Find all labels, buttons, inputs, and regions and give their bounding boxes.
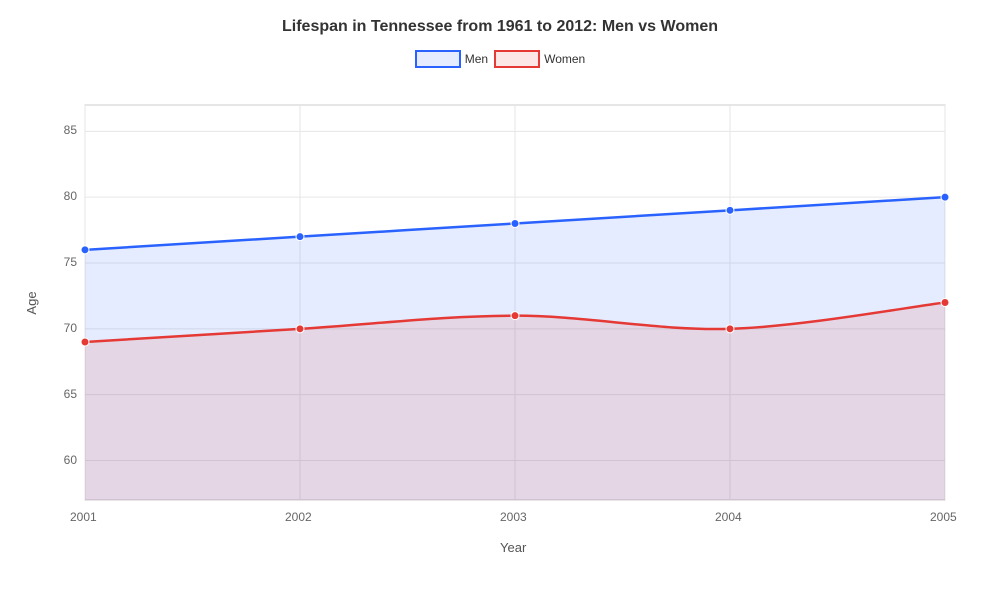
y-tick-label: 65 <box>64 387 77 401</box>
y-tick-label: 85 <box>64 123 77 137</box>
legend-item-women: Women <box>494 50 585 68</box>
x-tick-label: 2005 <box>930 510 957 524</box>
legend-swatch-men <box>415 50 461 68</box>
legend-label-women: Women <box>544 52 585 66</box>
y-tick-label: 60 <box>64 453 77 467</box>
chart-container: Lifespan in Tennessee from 1961 to 2012:… <box>0 0 1000 600</box>
legend-item-men: Men <box>415 50 488 68</box>
x-axis-label: Year <box>500 540 526 555</box>
y-tick-label: 70 <box>64 321 77 335</box>
legend-label-men: Men <box>465 52 488 66</box>
y-axis-label: Age <box>24 291 39 314</box>
y-tick-label: 75 <box>64 255 77 269</box>
legend-swatch-women <box>494 50 540 68</box>
x-tick-label: 2004 <box>715 510 742 524</box>
legend: Men Women <box>0 50 1000 68</box>
x-tick-label: 2001 <box>70 510 97 524</box>
plot-area <box>85 105 945 500</box>
x-tick-label: 2002 <box>285 510 312 524</box>
x-tick-label: 2003 <box>500 510 527 524</box>
y-tick-label: 80 <box>64 189 77 203</box>
chart-title: Lifespan in Tennessee from 1961 to 2012:… <box>0 0 1000 36</box>
